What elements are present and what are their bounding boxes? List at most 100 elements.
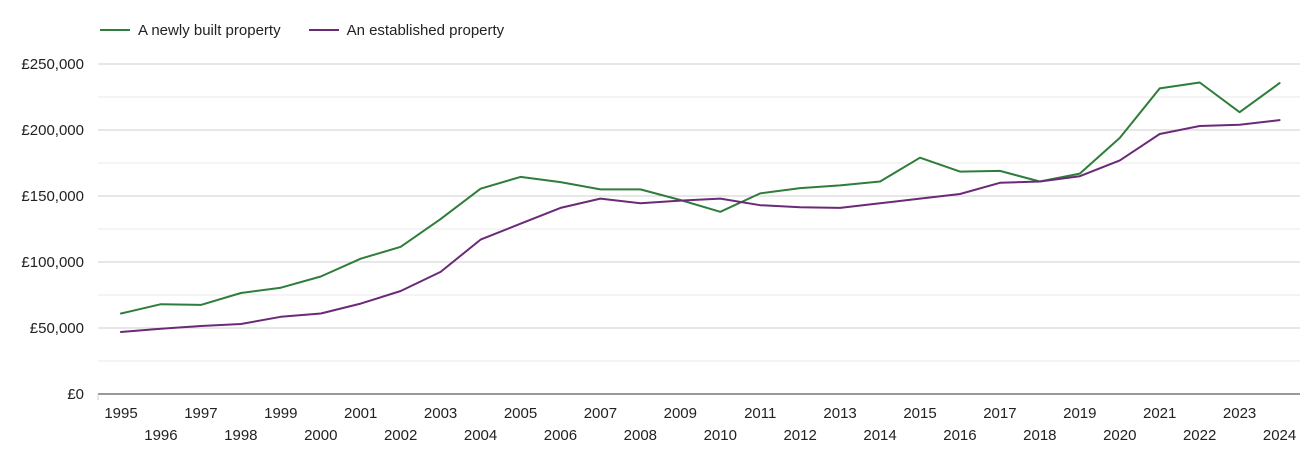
data-point-established[interactable] [197, 322, 205, 330]
data-point-newly-built[interactable] [796, 184, 804, 192]
data-point-newly-built[interactable] [517, 173, 525, 181]
x-tick-label: 2021 [1143, 405, 1176, 422]
legend-label-newly-built: A newly built property [138, 21, 281, 39]
x-tick-label: 2002 [384, 427, 417, 444]
data-point-established[interactable] [636, 199, 644, 207]
data-point-established[interactable] [477, 236, 485, 244]
data-point-established[interactable] [876, 199, 884, 207]
y-tick-label: £50,000 [30, 320, 84, 337]
legend-swatch-newly-built [100, 29, 130, 31]
data-point-newly-built[interactable] [1276, 79, 1284, 87]
data-point-newly-built[interactable] [317, 273, 325, 281]
series-line-newly-built [120, 81, 1281, 315]
data-point-newly-built[interactable] [876, 177, 884, 185]
data-point-newly-built[interactable] [556, 178, 564, 186]
y-tick-label: £200,000 [21, 122, 84, 139]
data-point-newly-built[interactable] [117, 309, 125, 317]
data-point-newly-built[interactable] [397, 243, 405, 251]
data-point-newly-built[interactable] [437, 215, 445, 223]
x-tick-label: 2015 [903, 405, 936, 422]
legend-swatch-established [308, 29, 339, 31]
data-point-established[interactable] [1036, 177, 1044, 185]
data-point-established[interactable] [1156, 130, 1164, 138]
data-point-newly-built[interactable] [157, 300, 165, 308]
data-point-newly-built[interactable] [956, 168, 964, 176]
data-point-established[interactable] [796, 203, 804, 211]
x-tick-label: 2014 [863, 427, 896, 444]
data-point-newly-built[interactable] [1196, 78, 1204, 86]
data-point-newly-built[interactable] [596, 185, 604, 193]
data-point-established[interactable] [676, 197, 684, 205]
data-point-newly-built[interactable] [1116, 134, 1124, 142]
x-tick-label: 2005 [504, 405, 537, 422]
data-point-established[interactable] [836, 204, 844, 212]
data-point-established[interactable] [1196, 122, 1204, 130]
x-tick-label: 2006 [544, 427, 577, 444]
x-tick-label: 1996 [144, 427, 177, 444]
data-point-newly-built[interactable] [197, 301, 205, 309]
data-point-established[interactable] [317, 309, 325, 317]
x-tick-label: 2011 [744, 405, 776, 422]
x-tick-label: 2003 [424, 405, 457, 422]
data-point-newly-built[interactable] [836, 181, 844, 189]
data-point-newly-built[interactable] [636, 185, 644, 193]
data-point-established[interactable] [517, 220, 525, 228]
data-point-established[interactable] [1076, 172, 1084, 180]
x-tick-label: 1998 [224, 427, 257, 444]
data-point-newly-built[interactable] [1156, 84, 1164, 92]
data-point-established[interactable] [916, 195, 924, 203]
legend-item-established[interactable]: An established property [308, 22, 504, 39]
y-tick-label: £250,000 [21, 56, 84, 73]
data-point-newly-built[interactable] [916, 154, 924, 162]
x-tick-label: 2000 [304, 427, 337, 444]
x-tick-label: 2009 [664, 405, 697, 422]
data-point-established[interactable] [756, 201, 764, 209]
data-point-newly-built[interactable] [477, 185, 485, 193]
x-tick-label: 2010 [704, 427, 737, 444]
data-point-established[interactable] [1276, 116, 1284, 124]
data-point-newly-built[interactable] [1236, 108, 1244, 116]
x-tick-label: 2013 [823, 405, 856, 422]
x-tick-label: 2018 [1023, 427, 1056, 444]
data-point-established[interactable] [716, 195, 724, 203]
x-tick-label: 2008 [624, 427, 657, 444]
x-tick-label: 2007 [584, 405, 617, 422]
data-point-established[interactable] [556, 204, 564, 212]
x-tick-label: 2004 [464, 427, 497, 444]
data-point-established[interactable] [596, 195, 604, 203]
x-tick-label: 1995 [104, 405, 137, 422]
x-tick-label: 2022 [1183, 427, 1216, 444]
data-point-established[interactable] [157, 325, 165, 333]
x-tick-label: 2016 [943, 427, 976, 444]
data-point-established[interactable] [996, 179, 1004, 187]
data-point-newly-built[interactable] [357, 255, 365, 263]
data-point-established[interactable] [1116, 156, 1124, 164]
data-point-newly-built[interactable] [277, 284, 285, 292]
data-point-established[interactable] [1236, 121, 1244, 129]
data-point-established[interactable] [956, 190, 964, 198]
data-point-established[interactable] [397, 287, 405, 295]
data-point-established[interactable] [277, 313, 285, 321]
x-tick-label: 2019 [1063, 405, 1096, 422]
data-point-established[interactable] [117, 328, 125, 336]
x-tick-label: 2012 [783, 427, 816, 444]
data-point-newly-built[interactable] [756, 189, 764, 197]
x-tick-label: 2024 [1263, 427, 1296, 444]
y-tick-label: £150,000 [21, 188, 84, 205]
data-point-newly-built[interactable] [716, 208, 724, 216]
x-tick-label: 2001 [344, 405, 377, 422]
x-tick-label: 2023 [1223, 405, 1256, 422]
y-tick-label: £0 [67, 386, 84, 403]
series-line-established [120, 119, 1281, 333]
data-point-newly-built[interactable] [237, 289, 245, 297]
data-point-established[interactable] [357, 300, 365, 308]
y-tick-label: £100,000 [21, 254, 84, 271]
x-tick-label: 2020 [1103, 427, 1136, 444]
legend-item-newly-built[interactable]: A newly built property [100, 22, 281, 39]
data-point-established[interactable] [437, 268, 445, 276]
x-tick-label: 2017 [983, 405, 1016, 422]
data-point-newly-built[interactable] [996, 167, 1004, 175]
data-point-established[interactable] [237, 320, 245, 328]
